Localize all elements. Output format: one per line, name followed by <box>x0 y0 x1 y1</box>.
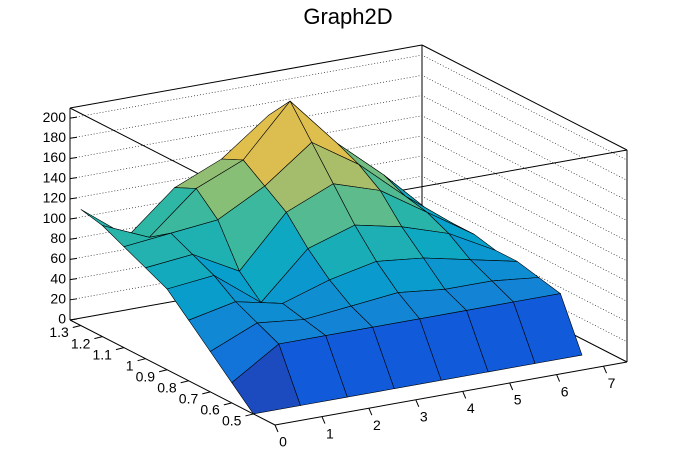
z-tick <box>69 136 78 139</box>
z-tick-label: 180 <box>43 129 67 145</box>
z-tick <box>69 318 78 321</box>
z-tick <box>69 257 78 260</box>
y-tick <box>158 369 168 373</box>
box-edge <box>421 44 628 151</box>
x-tick <box>556 374 561 382</box>
box-edge <box>69 319 276 426</box>
x-tick <box>462 391 467 399</box>
y-tick-label: 0.8 <box>157 379 177 395</box>
z-tick-label: 20 <box>50 291 66 307</box>
x-tick <box>509 382 514 391</box>
y-tick <box>94 336 103 340</box>
chart-title: Graph2D <box>303 4 392 29</box>
x-tick <box>274 424 279 433</box>
z-tick <box>69 278 78 281</box>
x-tick <box>603 366 607 374</box>
z-tick <box>69 116 78 119</box>
y-tick <box>72 325 81 329</box>
x-tick-label: 1 <box>326 425 334 441</box>
x-tick <box>415 399 420 407</box>
z-tick <box>69 156 78 159</box>
x-tick-label: 0 <box>279 434 287 450</box>
y-tick-label: 1 <box>126 357 134 373</box>
surface-cell <box>231 343 301 415</box>
x-tick-label: 6 <box>561 383 569 399</box>
x-tick-label: 4 <box>467 400 475 416</box>
x-tick <box>368 408 373 416</box>
z-tick-label: 100 <box>43 210 67 226</box>
y-tick-label: 1.2 <box>71 335 91 351</box>
y-tick-label: 0.5 <box>222 413 242 429</box>
z-tick <box>69 217 78 220</box>
z-tick-label: 200 <box>43 109 67 125</box>
z-tick <box>69 177 78 180</box>
y-tick <box>137 358 146 362</box>
x-tick-label: 3 <box>420 409 428 425</box>
y-tick-label: 0.7 <box>179 391 199 407</box>
box-edge <box>274 361 628 426</box>
x-tick-label: 2 <box>373 417 381 433</box>
z-tick-label: 120 <box>43 190 67 206</box>
y-tick <box>245 413 254 417</box>
y-tick-label: 1.1 <box>92 346 112 362</box>
y-tick-label: 0.9 <box>136 368 156 384</box>
y-tick <box>202 391 211 395</box>
z-tick-label: 140 <box>43 169 67 185</box>
y-tick-label: 1.3 <box>49 324 69 340</box>
z-tick-label: 60 <box>50 250 66 266</box>
x-tick-label: 5 <box>514 392 522 408</box>
z-tick <box>69 237 78 240</box>
y-tick <box>115 347 125 351</box>
z-tick <box>69 197 78 200</box>
z-tick-label: 0 <box>58 311 66 327</box>
box-edge <box>69 44 423 109</box>
y-tick-label: 0.6 <box>200 402 220 418</box>
z-tick-label: 40 <box>50 270 66 286</box>
y-tick <box>180 380 189 384</box>
y-tick <box>223 402 232 406</box>
z-tick-label: 160 <box>43 149 67 165</box>
z-tick <box>69 298 78 301</box>
z-tick-label: 80 <box>50 230 66 246</box>
x-tick-label: 7 <box>608 375 616 391</box>
x-tick <box>321 416 326 424</box>
